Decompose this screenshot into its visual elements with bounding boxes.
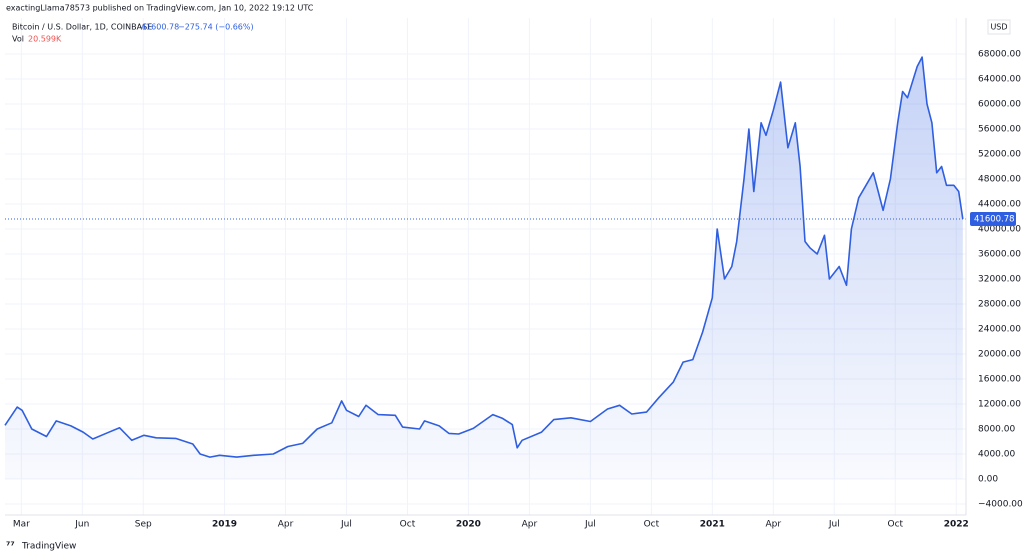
series-name: Bitcoin / U.S. Dollar, 1D, COINBASE	[12, 23, 152, 32]
x-tick-label: 2019	[212, 520, 237, 530]
y-tick-label: 8000.00	[978, 425, 1015, 435]
y-tick-label: 20000.00	[978, 350, 1021, 360]
x-tick-label: Apr	[766, 520, 782, 530]
last-price-box	[970, 211, 1016, 226]
last-price-label: 41600.78	[974, 214, 1015, 224]
y-tick-label: 36000.00	[978, 250, 1021, 260]
x-tick-label: 2020	[456, 520, 481, 530]
x-tick-label: Jul	[828, 520, 840, 530]
y-tick-label: 12000.00	[978, 400, 1021, 410]
y-tick-label: 0.00	[978, 475, 998, 485]
x-tick-label: Oct	[887, 520, 903, 530]
last-price: 41600.78	[141, 23, 179, 32]
x-tick-label: Apr	[522, 520, 538, 530]
y-tick-label: 24000.00	[978, 325, 1021, 335]
y-tick-label: 4000.00	[978, 450, 1015, 460]
y-tick-label: 64000.00	[978, 75, 1021, 85]
y-tick-label: 60000.00	[978, 100, 1021, 110]
x-tick-label: Mar	[13, 520, 30, 530]
volume-label: Vol	[12, 35, 24, 44]
x-tick-label: Oct	[400, 520, 416, 530]
y-tick-label: 68000.00	[978, 50, 1021, 60]
currency-box	[987, 19, 1011, 35]
logo-mark: ⁷⁷	[6, 541, 15, 552]
y-tick-label: 32000.00	[978, 275, 1021, 285]
currency: USD	[990, 23, 1007, 32]
y-tick-label: 28000.00	[978, 300, 1021, 310]
y-tick-label: −4000.00	[978, 500, 1023, 510]
x-tick-label: Jul	[584, 520, 596, 530]
price-line	[4, 56, 964, 458]
y-tick-label: 44000.00	[978, 200, 1021, 210]
y-tick-label: 40000.00	[978, 225, 1021, 235]
y-tick-label: 16000.00	[978, 375, 1021, 385]
volume-value: 20.599K	[28, 35, 62, 44]
y-tick-label: 48000.00	[978, 175, 1021, 185]
x-tick-label: Jun	[74, 520, 89, 530]
x-tick-label: Oct	[644, 520, 660, 530]
y-tick-label: 56000.00	[978, 125, 1021, 135]
publisher: exactingLlama78573 published on TradingV…	[6, 4, 314, 13]
area-fill	[5, 57, 963, 479]
x-tick-label: Apr	[278, 520, 294, 530]
x-tick-label: 2022	[944, 520, 969, 530]
x-tick-label: Jul	[340, 520, 352, 530]
brand: TradingView	[21, 542, 76, 552]
x-tick-label: 2021	[700, 520, 725, 530]
y-tick-label: 52000.00	[978, 150, 1021, 160]
x-tick-label: Sep	[135, 520, 152, 530]
price-change: −275.74 (−0.66%)	[178, 23, 254, 32]
